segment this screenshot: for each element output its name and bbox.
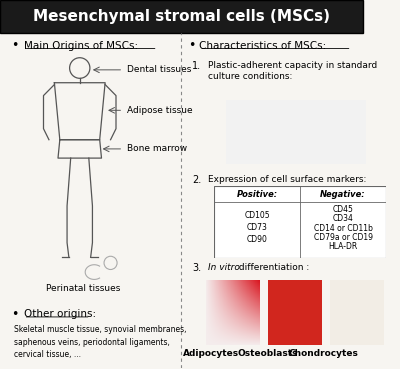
Text: Bone marrow: Bone marrow [127, 144, 187, 154]
FancyBboxPatch shape [214, 186, 386, 258]
Text: 2.: 2. [192, 175, 201, 184]
Text: 3.: 3. [192, 263, 201, 273]
Text: CD73: CD73 [246, 223, 268, 232]
Text: Mesenchymal stromal cells (MSCs): Mesenchymal stromal cells (MSCs) [33, 9, 330, 24]
Text: Skeletal muscle tissue, synovial membranes,
saphenous veins, periodontal ligamen: Skeletal muscle tissue, synovial membran… [14, 325, 187, 359]
Text: Other origins:: Other origins: [24, 309, 96, 319]
Text: •: • [11, 39, 18, 52]
Text: •: • [11, 308, 18, 321]
Text: Characteristics of MSCs:: Characteristics of MSCs: [199, 41, 327, 51]
Text: CD105: CD105 [244, 211, 270, 220]
Text: CD90: CD90 [246, 235, 268, 244]
Text: Perinatal tissues: Perinatal tissues [46, 284, 120, 293]
FancyBboxPatch shape [0, 0, 362, 33]
Text: Expression of cell surface markers:: Expression of cell surface markers: [208, 175, 367, 184]
Text: 1.: 1. [192, 61, 201, 71]
Text: differentiation :: differentiation : [236, 263, 309, 272]
Text: Chondrocytes: Chondrocytes [288, 349, 358, 358]
Text: Positive:: Positive: [236, 190, 278, 199]
Text: In vitro: In vitro [208, 263, 240, 272]
Text: Adipose tissue: Adipose tissue [127, 106, 192, 115]
Text: CD45: CD45 [332, 205, 354, 214]
Text: Plastic-adherent capacity in standard
culture conditions:: Plastic-adherent capacity in standard cu… [208, 61, 378, 82]
Text: Main Origins of MSCs:: Main Origins of MSCs: [24, 41, 138, 51]
Text: CD14 or CD11b: CD14 or CD11b [314, 224, 372, 232]
Text: Dental tissues: Dental tissues [127, 65, 191, 75]
Text: •: • [188, 39, 196, 52]
Text: HLA-DR: HLA-DR [328, 242, 358, 251]
Text: CD79a or CD19: CD79a or CD19 [314, 233, 372, 242]
Text: Adipocytes: Adipocytes [183, 349, 239, 358]
Text: Osteoblasts: Osteoblasts [237, 349, 298, 358]
Text: Negative:: Negative: [320, 190, 366, 199]
Text: CD34: CD34 [332, 214, 354, 223]
